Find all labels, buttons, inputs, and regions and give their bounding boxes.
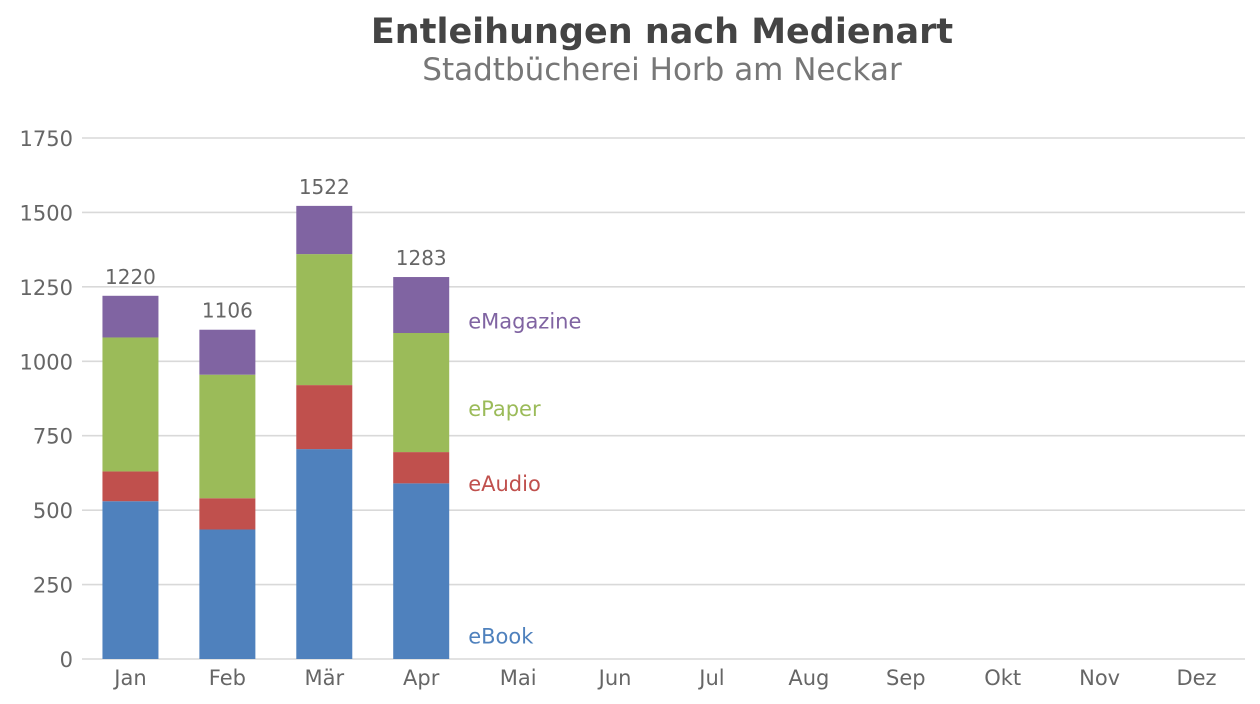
series-labels: eBook eAudio ePaper eMagazine [468, 309, 581, 648]
y-tick-label: 750 [33, 425, 73, 449]
bar-segment-emagazine [393, 277, 450, 334]
total-label: 1283 [396, 246, 447, 270]
bar-segment-eaudio [102, 471, 159, 502]
x-tick-label: Dez [1176, 666, 1216, 690]
bar-segment-epaper [296, 254, 353, 386]
total-label: 1522 [299, 175, 350, 199]
total-label: 1106 [202, 299, 253, 323]
bar-segment-ebook [102, 501, 159, 659]
series-label-epaper: ePaper [468, 397, 541, 421]
x-tick-label: Mai [500, 666, 537, 690]
total-label: 1220 [105, 265, 156, 289]
x-tick-label: Okt [984, 666, 1021, 690]
x-tick-label: Nov [1079, 666, 1120, 690]
x-tick-label: Feb [209, 666, 246, 690]
bars [102, 205, 450, 659]
bar-segment-eaudio [393, 452, 450, 484]
x-tick-label: Jan [112, 666, 146, 690]
bar-segment-epaper [102, 337, 159, 472]
bar-segment-ebook [296, 449, 353, 659]
y-tick-label: 250 [33, 574, 73, 598]
x-tick-label: Apr [403, 666, 440, 690]
bar-segment-epaper [199, 374, 256, 499]
y-tick-label: 500 [33, 499, 73, 523]
chart-title: Entleihungen nach Medienart [371, 12, 953, 52]
x-axis: Jan Feb Mär Apr Mai Jun Jul Aug Sep Okt Nov Dez [112, 666, 1216, 690]
bar-segment-emagazine [102, 295, 159, 338]
y-tick-label: 1250 [20, 276, 73, 300]
series-label-ebook: eBook [468, 625, 534, 649]
bar-segment-eaudio [296, 385, 353, 450]
chart-subtitle: Stadtbücherei Horb am Neckar [422, 52, 902, 88]
bar-segment-eaudio [199, 498, 256, 530]
bar-segment-epaper [393, 333, 450, 453]
bar-segment-ebook [199, 529, 256, 659]
bar-segment-ebook [393, 483, 450, 659]
x-tick-label: Jul [697, 666, 724, 690]
bar-segment-emagazine [199, 329, 256, 375]
x-tick-label: Mär [304, 666, 344, 690]
y-tick-label: 0 [60, 648, 73, 672]
y-tick-label: 1750 [20, 127, 73, 151]
y-axis: 0 250 500 750 1000 1250 1500 1750 [20, 127, 73, 672]
gridlines [82, 137, 1245, 660]
x-tick-label: Jun [597, 666, 632, 690]
x-tick-label: Sep [886, 666, 926, 690]
x-tick-label: Aug [788, 666, 829, 690]
y-tick-label: 1500 [20, 201, 73, 225]
series-label-eaudio: eAudio [468, 472, 541, 496]
series-label-emagazine: eMagazine [468, 309, 581, 333]
bar-segment-emagazine [296, 205, 353, 255]
total-labels: 1220 1106 1522 1283 [105, 175, 447, 323]
y-tick-label: 1000 [20, 350, 73, 374]
